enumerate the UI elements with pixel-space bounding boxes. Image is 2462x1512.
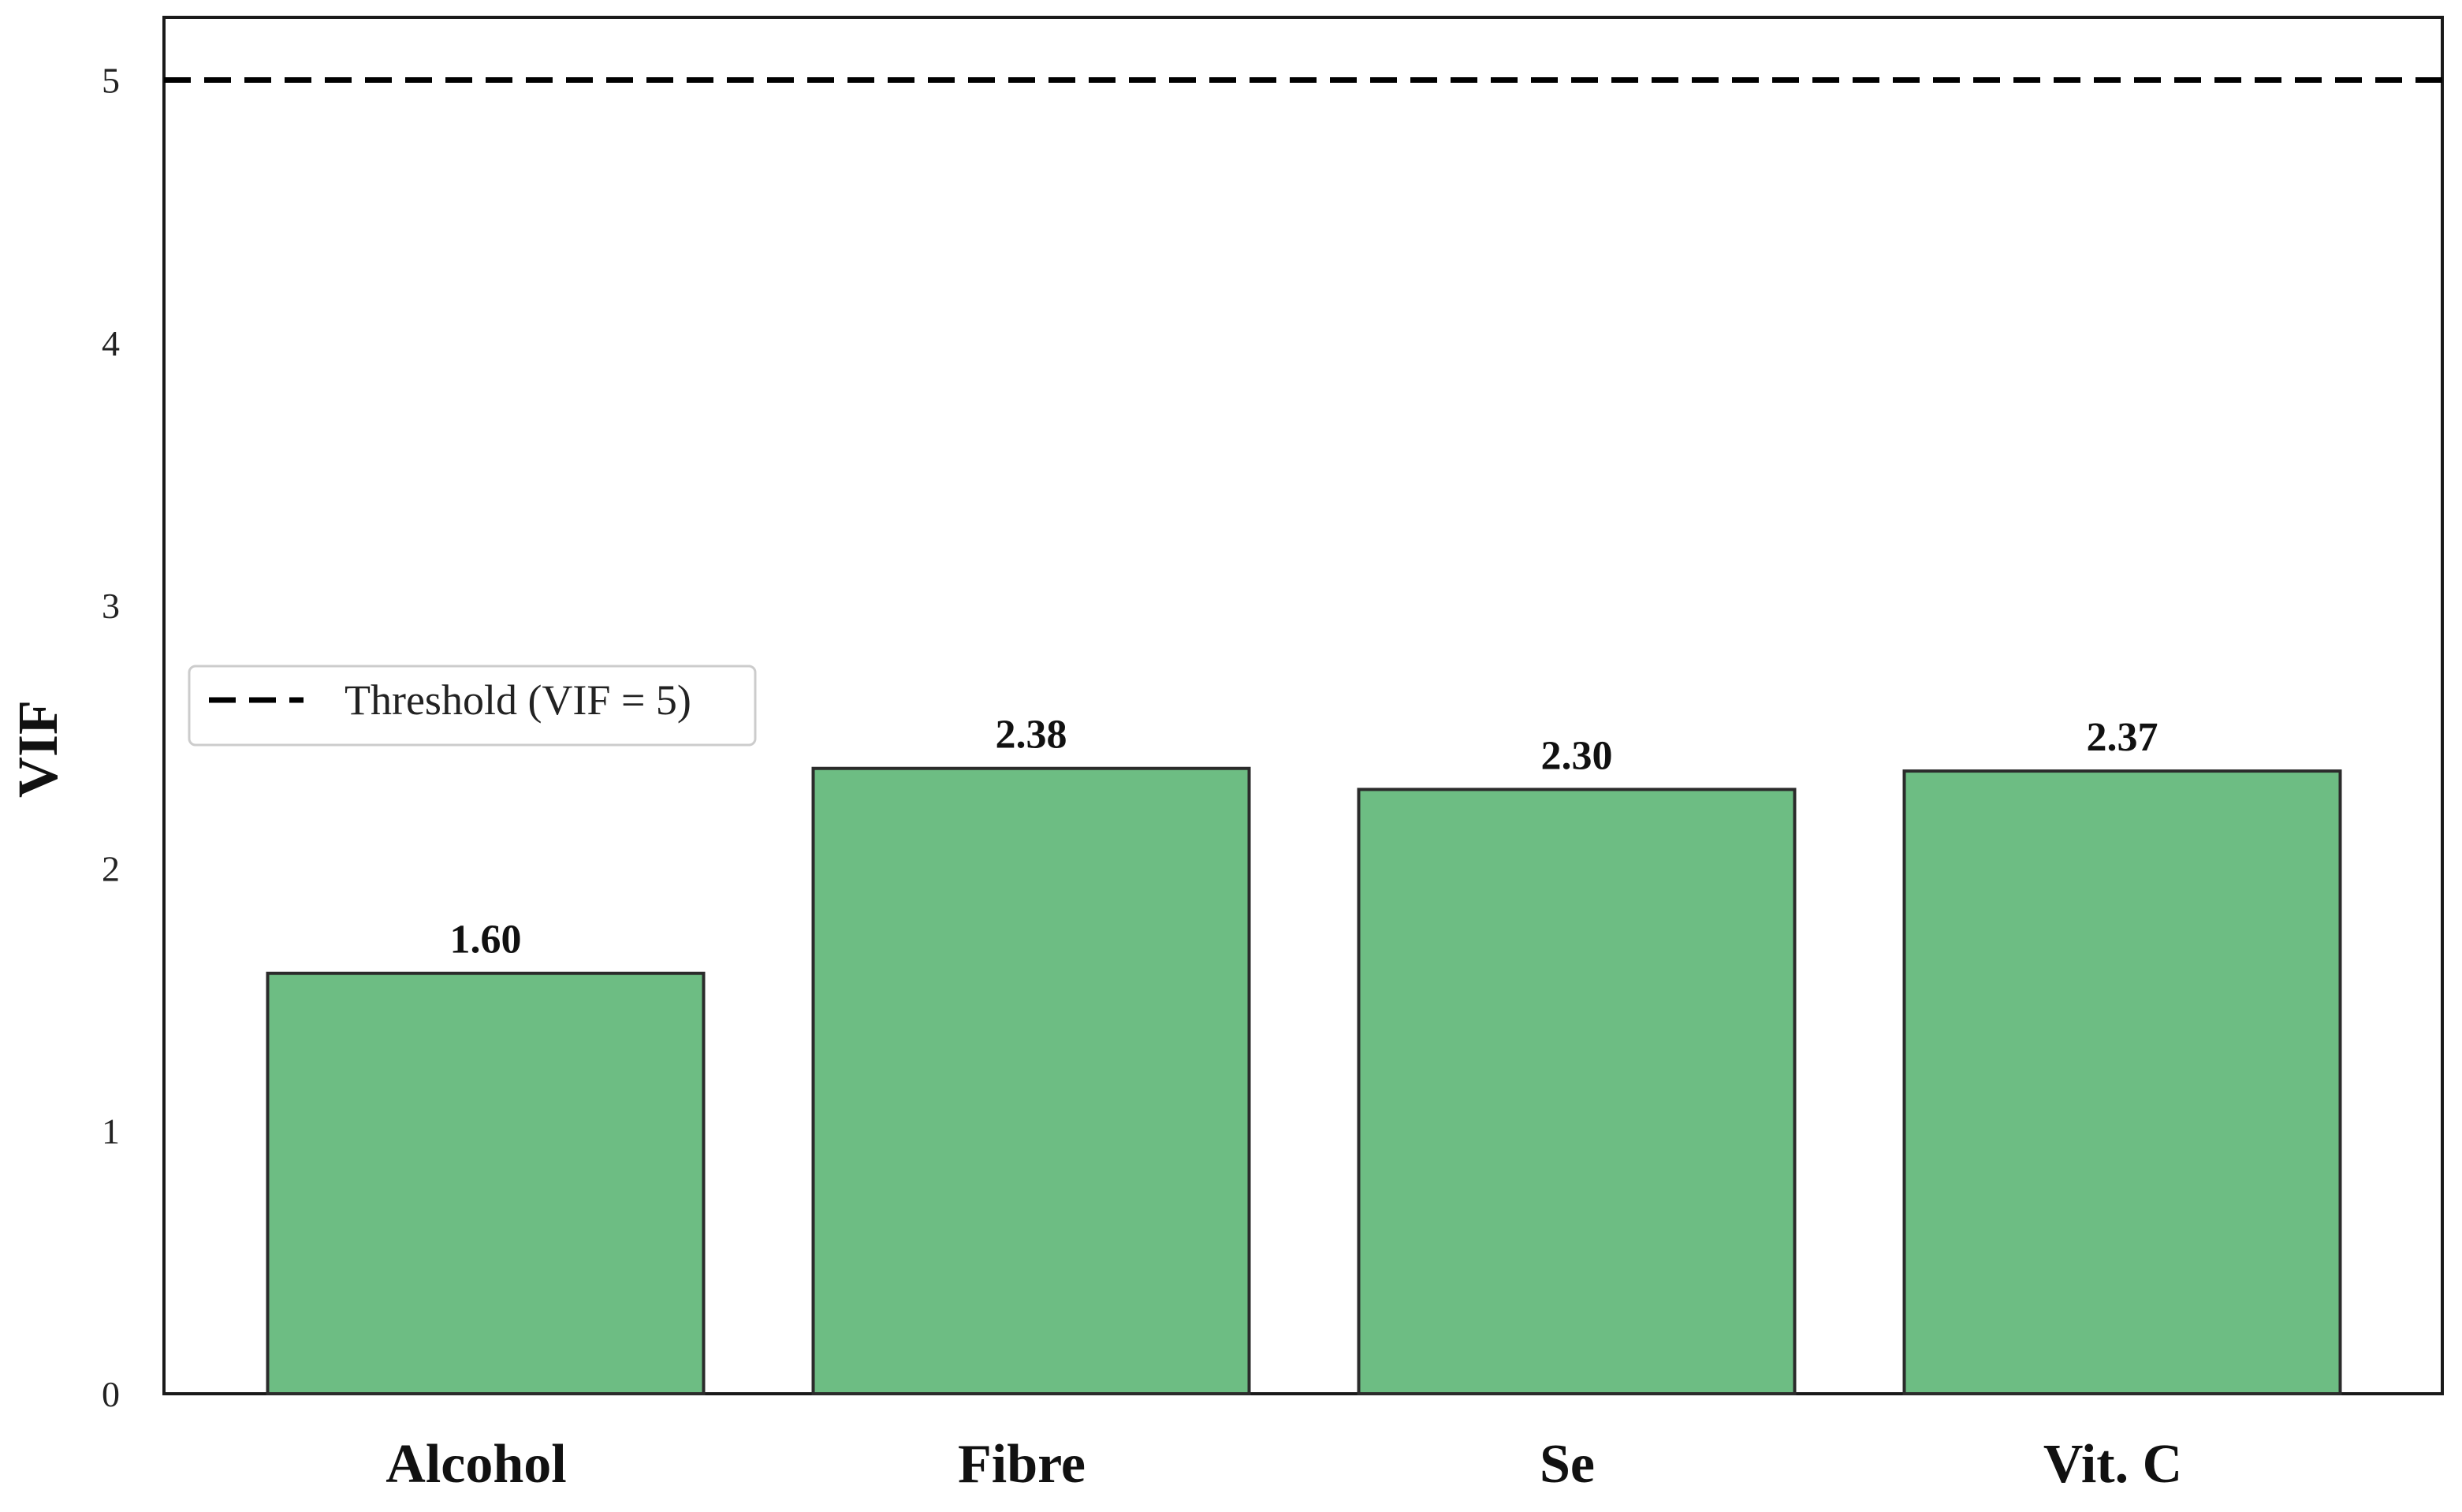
x-tick-label: Se <box>1540 1434 1595 1495</box>
bar <box>1357 788 1797 1395</box>
bars <box>266 766 2342 1395</box>
y-axis: 0 1 2 3 4 5 <box>102 61 120 1415</box>
bar <box>266 971 706 1395</box>
y-tick-label: 2 <box>102 848 120 888</box>
value-labels: 1.60 2.38 2.30 2.37 <box>450 713 2158 963</box>
bar <box>811 766 1251 1395</box>
x-tick-label: Fibre <box>958 1434 1086 1495</box>
legend-box <box>188 665 757 747</box>
x-tick-label: Vit. C <box>2043 1434 2182 1495</box>
y-tick-label: 3 <box>102 586 120 626</box>
y-tick-label: 0 <box>102 1374 120 1414</box>
bar-value-label: 2.30 <box>1541 733 1613 778</box>
bar-value-label: 1.60 <box>450 918 522 963</box>
bar-value-label: 2.38 <box>996 713 1067 758</box>
legend: Threshold (VIF = 5) <box>188 665 757 747</box>
x-axis: Alcohol Fibre Se Vit. C <box>386 1434 2182 1495</box>
legend-label: Threshold (VIF = 5) <box>345 676 691 724</box>
bar-value-label: 2.37 <box>2087 715 2158 760</box>
y-tick-label: 5 <box>102 61 120 101</box>
bar <box>1902 769 2342 1395</box>
y-tick-label: 4 <box>102 323 120 363</box>
x-tick-label: Alcohol <box>386 1434 566 1495</box>
y-tick-label: 1 <box>102 1112 120 1152</box>
plot-frame <box>162 16 2444 1395</box>
y-axis-label: VIF <box>6 700 69 798</box>
